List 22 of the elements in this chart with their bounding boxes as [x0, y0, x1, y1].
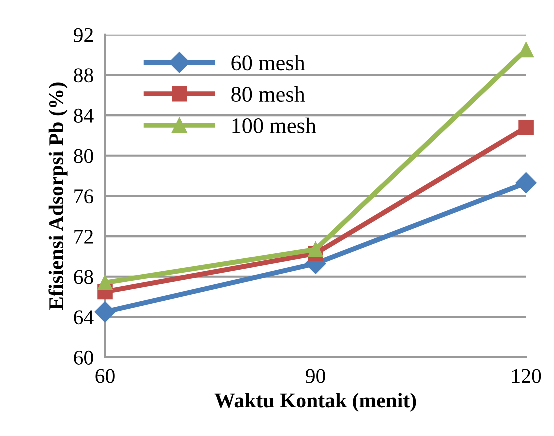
y-tick-label: 84: [74, 108, 94, 123]
point: [94, 302, 116, 323]
x-tick-label: 90: [306, 369, 326, 384]
legend-label: 100 mesh: [232, 118, 316, 134]
x-tick-label: 120: [512, 369, 542, 384]
y-tick-label: 88: [74, 68, 94, 83]
legend-label: 60 mesh: [232, 55, 306, 71]
point: [518, 120, 534, 136]
x-axis-title: Waktu Kontak (menit): [214, 393, 416, 412]
point: [516, 172, 537, 194]
legend-label: 80 mesh: [232, 86, 306, 102]
y-axis-title: Efisiensi Adsorpsi Pb (%): [48, 82, 68, 310]
point: [98, 275, 113, 291]
y-tick-label: 72: [74, 230, 93, 244]
y-tick-label: 60: [74, 350, 94, 365]
point: [308, 242, 324, 258]
x-tick-label: 60: [96, 369, 115, 384]
y-tick-label: 80: [74, 149, 94, 164]
y-tick-label: 92: [74, 28, 93, 42]
y-tick-label: 76: [74, 190, 94, 204]
y-tick-label: 64: [74, 310, 94, 325]
y-tick-label: 68: [74, 270, 94, 284]
